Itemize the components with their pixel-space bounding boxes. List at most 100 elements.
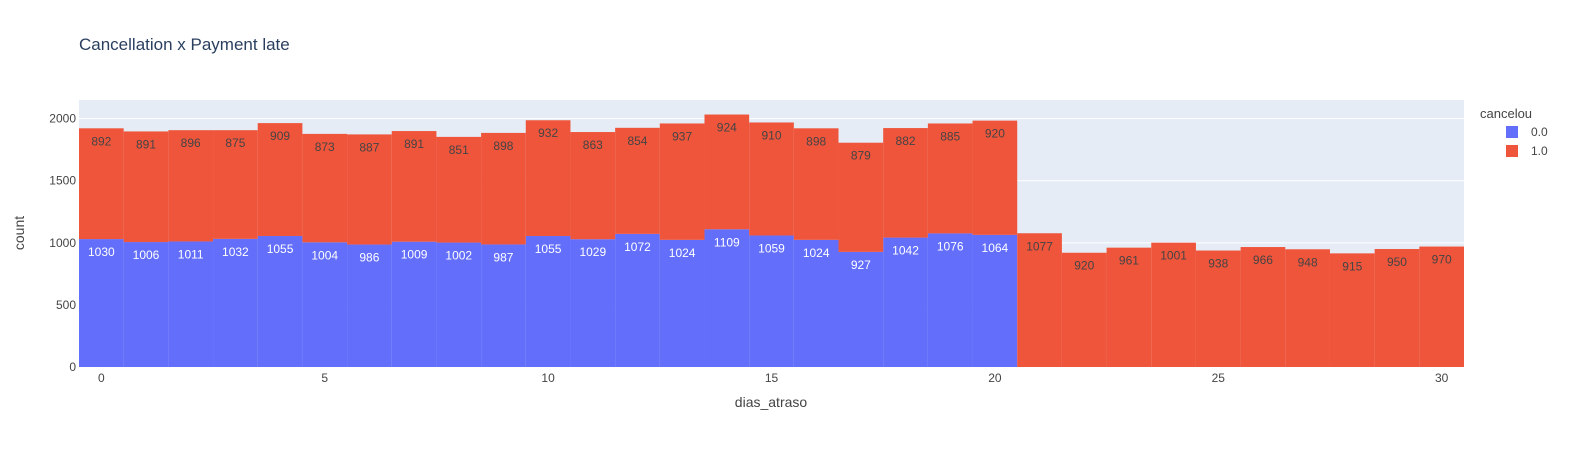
bar-cancelou-0 <box>659 239 705 367</box>
legend-label-1: 1.0 <box>1531 144 1548 158</box>
bar-cancelou-1 <box>1240 247 1286 367</box>
bar-cancelou-0 <box>615 233 660 367</box>
bar-cancelou-0 <box>749 235 794 367</box>
bar-value-label: 948 <box>1298 255 1318 269</box>
bar-cancelou-0 <box>347 244 392 367</box>
bar-cancelou-1 <box>1151 242 1196 367</box>
bar-value-label: 932 <box>538 126 558 140</box>
bar-cancelou-0 <box>972 234 1018 367</box>
bar-value-label: 854 <box>627 134 647 148</box>
bar-cancelou-0 <box>927 233 973 367</box>
bar-value-label: 961 <box>1119 254 1139 268</box>
bar-value-label: 851 <box>449 143 469 157</box>
legend-item-1[interactable]: 1.0 <box>1506 144 1548 158</box>
bar-value-label: 875 <box>225 136 245 150</box>
y-tick-label: 2000 <box>49 112 76 126</box>
bar-value-label: 1076 <box>937 239 964 253</box>
bar-cancelou-0 <box>436 242 482 367</box>
bar-cancelou-0 <box>213 238 258 367</box>
bar-value-label: 1109 <box>714 235 740 249</box>
chart-title: Cancellation x Payment late <box>79 35 290 54</box>
bar-cancelou-1 <box>257 123 303 236</box>
bar-value-label: 915 <box>1342 259 1362 273</box>
bar-cancelou-1 <box>1329 253 1375 367</box>
bar-value-label: 987 <box>493 250 513 264</box>
bar-cancelou-1 <box>838 142 884 252</box>
bar-cancelou-1 <box>168 130 214 242</box>
bar-cancelou-1 <box>659 123 705 240</box>
bar-cancelou-1 <box>347 134 392 245</box>
bar-value-label: 970 <box>1432 253 1452 267</box>
bar-cancelou-0 <box>79 239 124 367</box>
y-tick-label: 1000 <box>49 236 76 250</box>
bar-cancelou-1 <box>213 130 258 239</box>
bar-cancelou-0 <box>570 239 616 367</box>
bar-value-label: 920 <box>985 127 1005 141</box>
bar-cancelou-1 <box>391 131 437 242</box>
bar-cancelou-1 <box>1106 247 1152 367</box>
bar-cancelou-1 <box>1195 250 1241 367</box>
bar-cancelou-0 <box>525 235 571 367</box>
bar-value-label: 1001 <box>1160 249 1187 263</box>
legend-swatch-0 <box>1506 126 1518 138</box>
bar-cancelou-0 <box>168 241 214 367</box>
bar-value-label: 938 <box>1208 257 1228 271</box>
bar-cancelou-0 <box>302 242 348 367</box>
x-tick-label: 5 <box>321 371 328 385</box>
x-axis-label: dias_atraso <box>735 394 808 410</box>
bar-cancelou-1 <box>1419 246 1464 367</box>
bar-value-label: 937 <box>672 129 692 143</box>
bar-value-label: 910 <box>761 128 781 142</box>
bar-cancelou-0 <box>838 251 884 367</box>
bar-value-label: 898 <box>806 134 826 148</box>
bar-cancelou-0 <box>793 239 839 367</box>
bar-value-label: 1024 <box>803 246 830 260</box>
bar-value-label: 1055 <box>535 242 562 256</box>
bar-cancelou-1 <box>793 128 839 240</box>
bar-value-label: 1029 <box>579 245 606 259</box>
bar-value-label: 887 <box>359 140 379 154</box>
x-axis-ticks: 0 5 10 15 20 25 30 <box>98 371 1449 385</box>
bars <box>79 114 1464 367</box>
bar-value-label: 909 <box>270 129 290 143</box>
bar-cancelou-1 <box>704 114 750 230</box>
bar-cancelou-0 <box>481 244 526 367</box>
legend-item-0[interactable]: 0.0 <box>1506 125 1548 139</box>
bar-cancelou-1 <box>1061 252 1107 367</box>
bar-cancelou-1 <box>481 132 526 245</box>
bar-value-label: 1011 <box>178 247 204 261</box>
bar-cancelou-1 <box>1285 249 1330 367</box>
y-tick-label: 1500 <box>49 174 76 188</box>
bar-value-label: 882 <box>896 134 916 148</box>
legend-title: cancelou <box>1480 106 1532 121</box>
bar-value-label: 1006 <box>133 248 160 262</box>
bar-value-label: 966 <box>1253 253 1273 267</box>
bar-cancelou-0 <box>391 241 437 367</box>
legend-label-0: 0.0 <box>1531 125 1548 139</box>
bar-cancelou-1 <box>972 120 1018 235</box>
x-tick-label: 10 <box>541 371 555 385</box>
bar-value-label: 898 <box>493 139 513 153</box>
bar-value-label: 1002 <box>445 249 472 263</box>
bar-value-label: 1009 <box>401 248 428 262</box>
y-tick-label: 500 <box>56 298 76 312</box>
bar-value-label: 891 <box>404 137 424 151</box>
y-axis-label: count <box>11 216 27 250</box>
bar-cancelou-1 <box>883 128 928 238</box>
bar-cancelou-1 <box>927 123 973 234</box>
bar-value-label: 892 <box>91 134 111 148</box>
bar-cancelou-1 <box>79 128 124 240</box>
bar-value-label: 1024 <box>669 246 696 260</box>
y-axis-ticks: 0 500 1000 1500 2000 <box>49 112 76 374</box>
bar-cancelou-1 <box>436 136 482 243</box>
bar-cancelou-1 <box>749 122 794 236</box>
x-tick-label: 15 <box>765 371 779 385</box>
bar-cancelou-1 <box>123 131 169 243</box>
bar-cancelou-1 <box>570 132 616 240</box>
bar-value-label: 863 <box>583 138 603 152</box>
bar-value-label: 1030 <box>88 245 115 259</box>
legend-swatch-1 <box>1506 145 1518 157</box>
bar-value-label: 1042 <box>892 244 919 258</box>
x-tick-label: 30 <box>1435 371 1449 385</box>
